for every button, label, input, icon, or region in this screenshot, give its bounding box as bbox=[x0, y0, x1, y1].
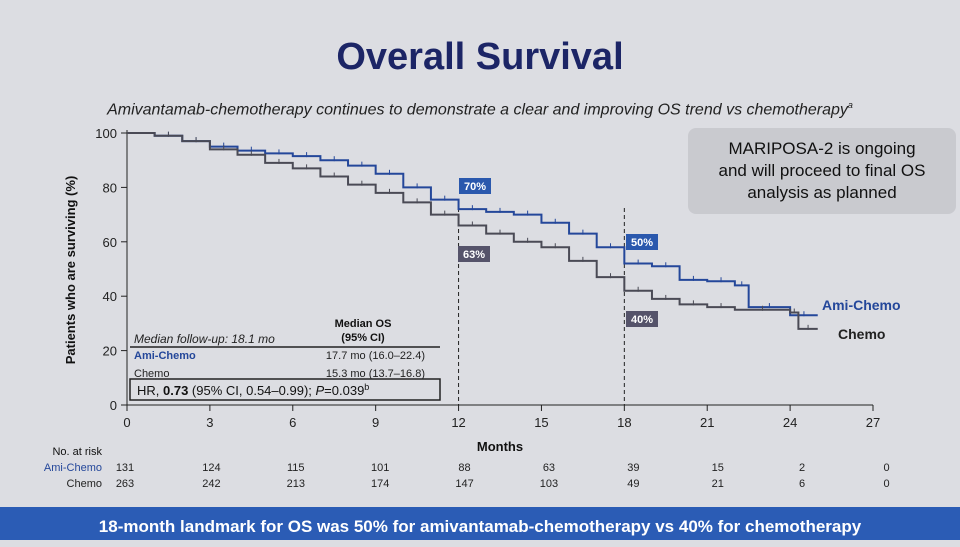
hr-hr-value: 0.73 bbox=[163, 383, 188, 398]
at-risk-value: 242 bbox=[202, 478, 220, 490]
landmark-badge bbox=[626, 311, 658, 327]
x-tick-label: 21 bbox=[700, 415, 714, 430]
slide-subtitle: Amivantamab-chemotherapy continues to de… bbox=[0, 100, 960, 119]
at-risk-value: 49 bbox=[627, 478, 639, 490]
landmark-value: 63% bbox=[463, 249, 485, 261]
at-risk-arm: Chemo bbox=[67, 478, 102, 490]
at-risk-value: 131 bbox=[116, 462, 134, 474]
x-tick-label: 24 bbox=[783, 415, 797, 430]
median-os-header: Median OS bbox=[335, 318, 392, 330]
x-tick-label: 27 bbox=[866, 415, 880, 430]
at-risk-value: 103 bbox=[540, 478, 558, 490]
x-tick-label: 9 bbox=[372, 415, 379, 430]
at-risk-value: 174 bbox=[371, 478, 389, 490]
x-axis-label: Months bbox=[477, 439, 523, 454]
y-tick-label: 40 bbox=[103, 289, 117, 304]
landmark-badge bbox=[626, 234, 658, 250]
ongoing-note: MARIPOSA-2 is ongoing and will proceed t… bbox=[688, 128, 956, 214]
median-followup: Median follow-up: 18.1 mo bbox=[134, 332, 275, 346]
x-tick-label: 15 bbox=[534, 415, 548, 430]
hazard-ratio: HR, 0.73 (95% CI, 0.54–0.99); P=0.039b bbox=[137, 382, 369, 398]
at-risk-value: 15 bbox=[712, 462, 724, 474]
landmark-value: 40% bbox=[631, 314, 653, 326]
legend-label-ami-chemo: Ami-Chemo bbox=[822, 297, 901, 313]
at-risk-value: 2 bbox=[799, 462, 805, 474]
at-risk-value: 0 bbox=[883, 478, 889, 490]
y-tick-label: 80 bbox=[103, 180, 117, 195]
ci-header: (95% CI) bbox=[341, 332, 385, 344]
note-text: MARIPOSA-2 is ongoing and will proceed t… bbox=[718, 139, 926, 202]
hr-box bbox=[129, 378, 441, 401]
km-curve-chemo bbox=[127, 132, 818, 330]
at-risk-value: 39 bbox=[627, 462, 639, 474]
at-risk-value: 147 bbox=[455, 478, 473, 490]
at-risk-label: No. at risk bbox=[52, 446, 102, 458]
hr-p-value: =0.039 bbox=[324, 383, 364, 398]
hr-p-footnote: b bbox=[364, 382, 369, 392]
table-median: 15.3 mo (13.7–16.8) bbox=[326, 368, 425, 380]
landmark-badge bbox=[458, 246, 490, 262]
at-risk-value: 6 bbox=[799, 478, 805, 490]
table-arm: Ami-Chemo bbox=[134, 350, 196, 362]
x-tick-label: 12 bbox=[451, 415, 465, 430]
subtitle-footnote: a bbox=[847, 100, 853, 110]
hr-hr-prefix: HR, bbox=[137, 383, 163, 398]
at-risk-value: 0 bbox=[883, 462, 889, 474]
y-tick-label: 20 bbox=[103, 344, 117, 359]
y-tick-label: 60 bbox=[103, 235, 117, 250]
at-risk-value: 263 bbox=[116, 478, 134, 490]
legend-label-chemo: Chemo bbox=[838, 326, 885, 342]
subtitle-text: Amivantamab-chemotherapy continues to de… bbox=[107, 101, 848, 119]
at-risk-arm: Ami-Chemo bbox=[44, 462, 102, 474]
x-tick-label: 18 bbox=[617, 415, 631, 430]
landmark-banner: 18-month landmark for OS was 50% for ami… bbox=[0, 507, 960, 540]
at-risk-value: 213 bbox=[287, 478, 305, 490]
y-axis-label: Patients who are surviving (%) bbox=[63, 176, 78, 365]
landmark-value: 50% bbox=[631, 237, 653, 249]
hr-hr-suffix: (95% CI, 0.54–0.99); bbox=[188, 383, 315, 398]
at-risk-value: 115 bbox=[287, 462, 305, 474]
at-risk-value: 88 bbox=[458, 462, 470, 474]
landmark-badge bbox=[459, 178, 491, 194]
x-tick-label: 0 bbox=[123, 415, 130, 430]
at-risk-value: 63 bbox=[543, 462, 555, 474]
at-risk-value: 21 bbox=[712, 478, 724, 490]
hr-p-label: P bbox=[316, 383, 325, 398]
at-risk-value: 124 bbox=[202, 462, 220, 474]
at-risk-value: 101 bbox=[371, 462, 389, 474]
y-tick-label: 100 bbox=[95, 126, 117, 141]
landmark-value: 70% bbox=[464, 181, 486, 193]
slide-title: Overall Survival bbox=[336, 36, 624, 78]
y-tick-label: 0 bbox=[110, 398, 117, 413]
table-arm: Chemo bbox=[134, 368, 169, 380]
x-tick-label: 3 bbox=[206, 415, 213, 430]
x-tick-label: 6 bbox=[289, 415, 296, 430]
table-median: 17.7 mo (16.0–22.4) bbox=[326, 350, 425, 362]
